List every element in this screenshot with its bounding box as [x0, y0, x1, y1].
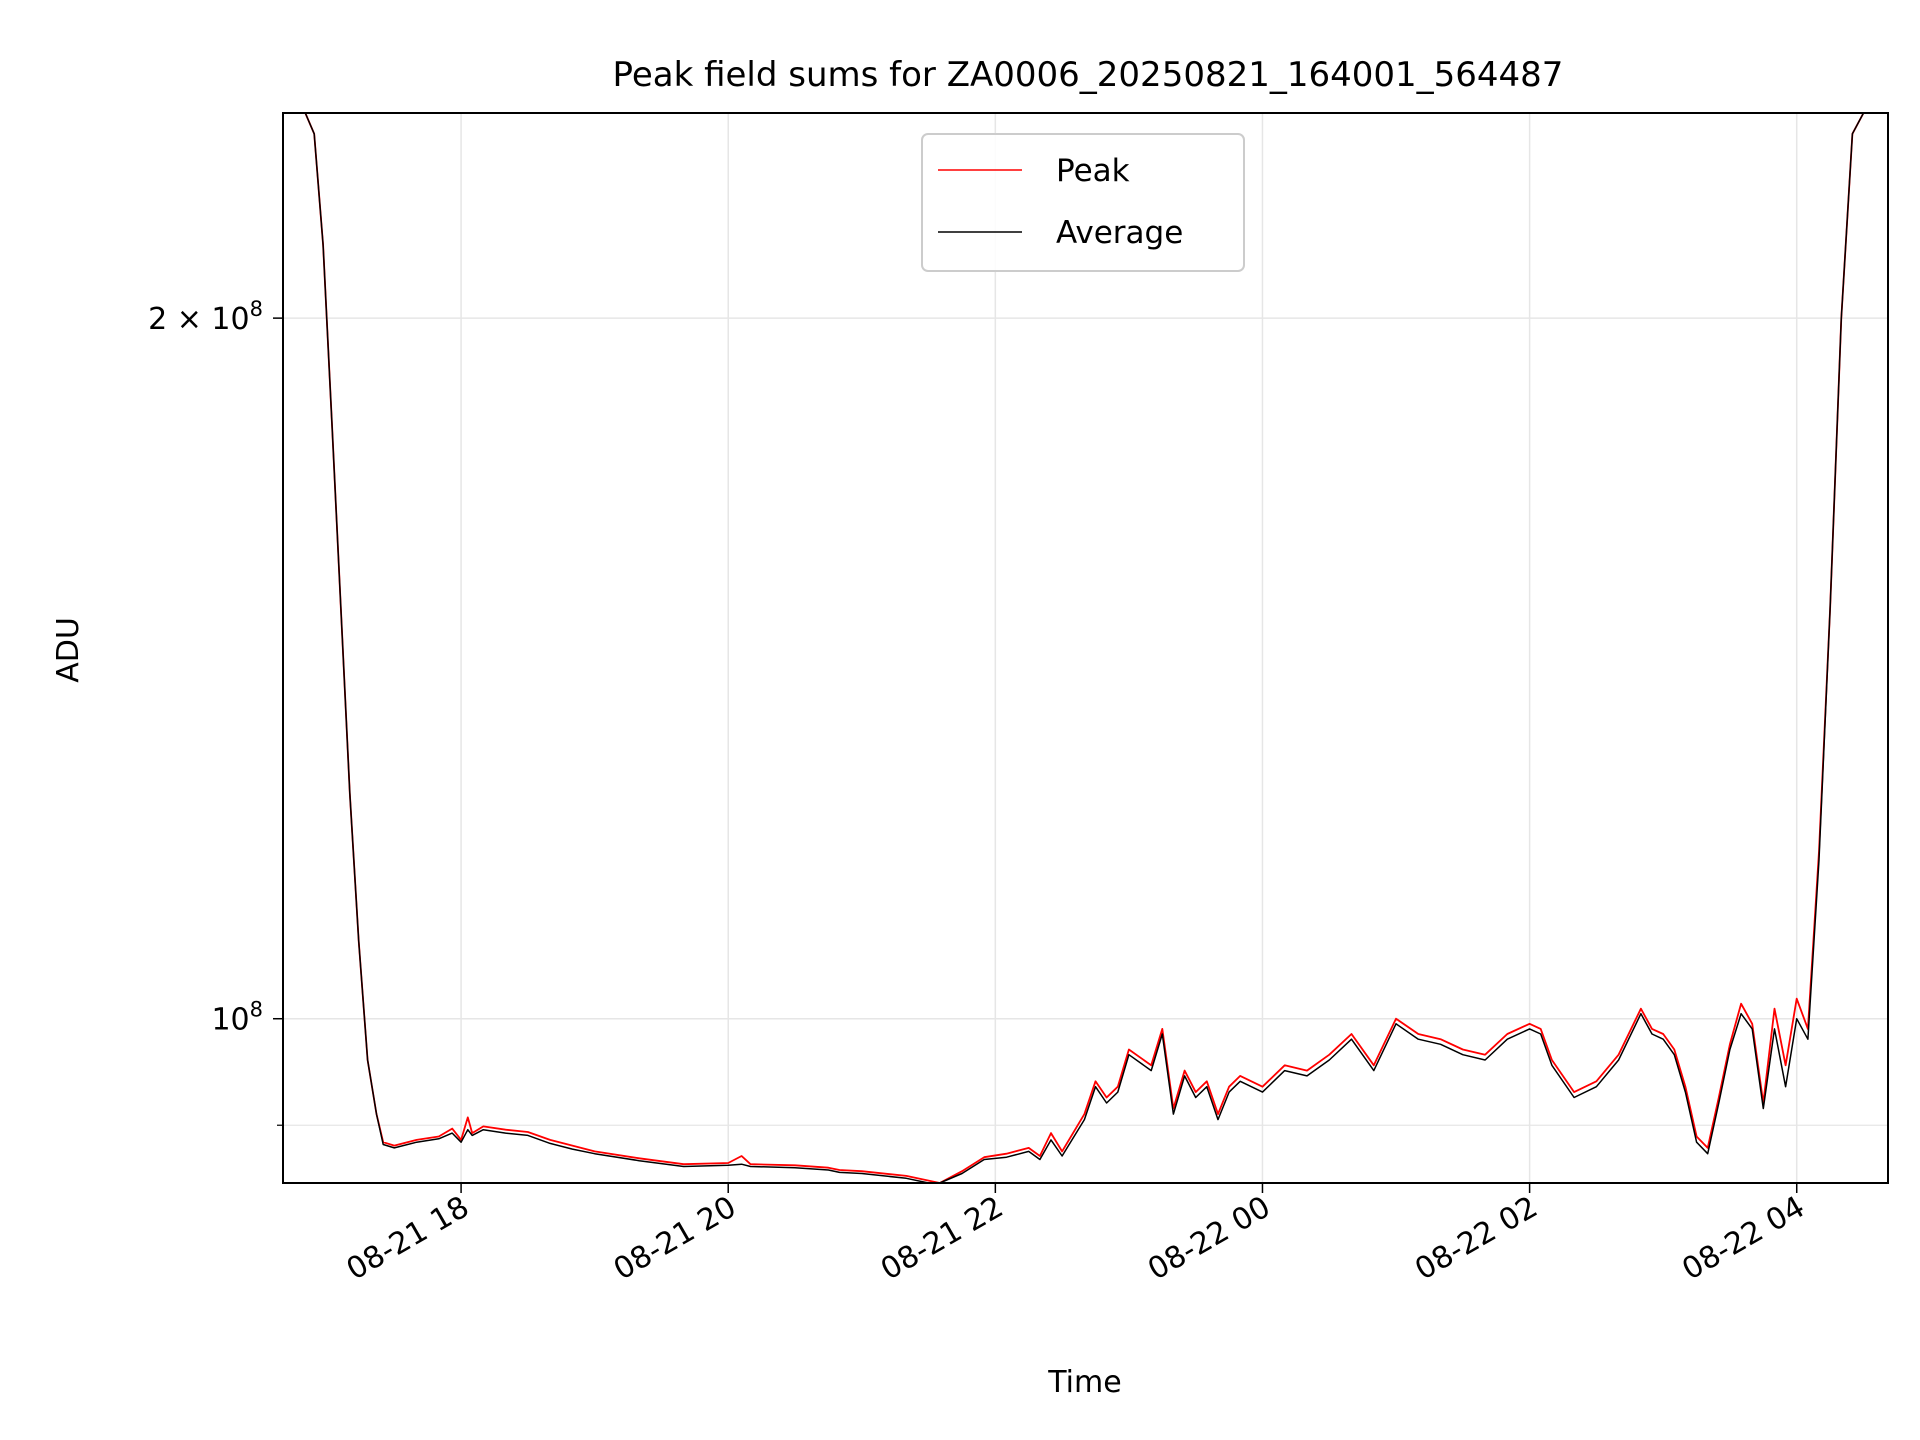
y-axis-label: ADU [51, 617, 86, 683]
legend-box [921, 133, 1245, 272]
plot-series [304, 112, 1888, 1184]
series-line-average [304, 112, 1888, 1184]
y-tick-label: 2 × 108 [148, 297, 263, 337]
y-tick-label: 108 [211, 998, 263, 1038]
grid [283, 113, 1888, 1183]
legend-label-average: Average [1056, 215, 1183, 251]
legend-label-peak: Peak [1056, 153, 1130, 189]
x-axis-label: Time [1047, 1365, 1121, 1400]
chart-title: Peak field sums for ZA0006_20250821_1640… [613, 55, 1564, 95]
plot-frame [282, 112, 1889, 1184]
y-axis: 108 2 × 108 [148, 297, 283, 1126]
legend: Peak Average [921, 133, 1245, 272]
series-line-peak [304, 112, 1888, 1184]
